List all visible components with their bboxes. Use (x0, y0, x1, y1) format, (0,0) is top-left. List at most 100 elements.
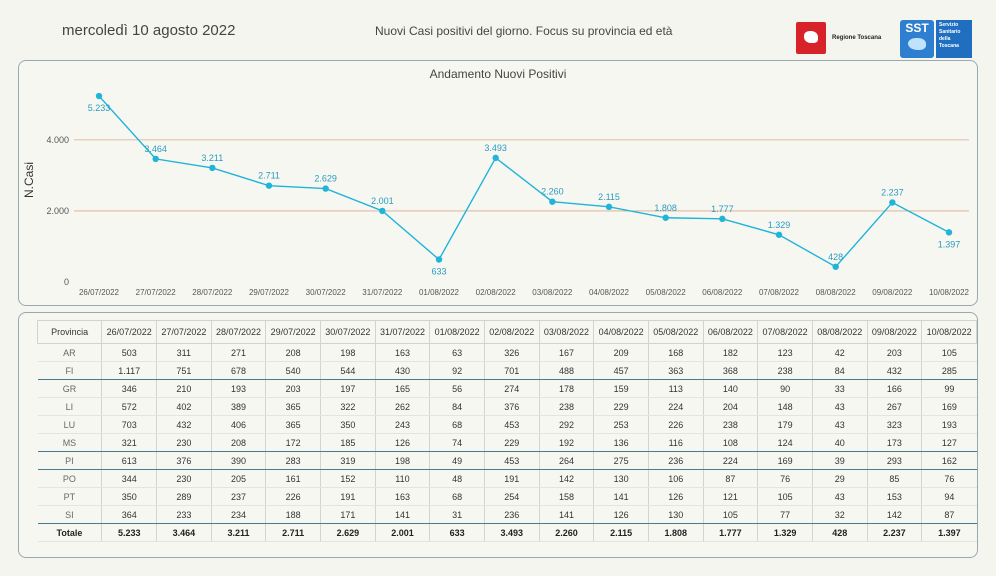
column-header-date[interactable]: 27/07/2022 (156, 320, 212, 344)
column-header-date[interactable]: 29/07/2022 (265, 320, 321, 344)
sst-line: Toscana (939, 43, 959, 49)
data-label: 1.808 (654, 203, 677, 213)
value-cell: 198 (374, 451, 430, 470)
data-point[interactable] (775, 231, 783, 238)
provincia-cell: GR (37, 379, 102, 398)
column-header-date[interactable]: 31/07/2022 (374, 320, 431, 344)
value-cell: 56 (429, 379, 485, 398)
value-cell: 113 (647, 379, 704, 398)
value-cell: 77 (757, 505, 813, 524)
column-header-date[interactable]: 04/08/2022 (593, 320, 649, 344)
value-cell: 198 (320, 343, 376, 362)
value-cell: 84 (429, 397, 485, 416)
column-header-date[interactable]: 28/07/2022 (210, 320, 267, 344)
regione-toscana-logo[interactable]: Regione Toscana (796, 22, 882, 56)
sst-logo[interactable]: SST Servizio Sanitario della Toscana (900, 20, 974, 58)
value-cell: 275 (593, 451, 649, 470)
sst-full-name: Servizio Sanitario della Toscana (936, 20, 972, 58)
column-header-date[interactable]: 03/08/2022 (538, 320, 595, 344)
value-cell: 432 (156, 415, 212, 434)
data-label: 3.493 (484, 143, 507, 153)
table-row: SI 364 233 234 188 171 141 31 236 141 126 130 105 77 3… (37, 505, 977, 524)
value-cell: 208 (210, 433, 266, 452)
column-header-date[interactable]: 10/08/2022 (921, 320, 977, 344)
value-cell: 158 (538, 487, 594, 506)
total-cell: 5.233 (101, 523, 157, 542)
value-cell: 285 (921, 361, 977, 380)
column-header-date[interactable]: 08/08/2022 (811, 320, 868, 344)
data-point[interactable] (265, 182, 273, 189)
value-cell: 141 (538, 505, 594, 524)
value-cell: 169 (921, 397, 977, 416)
data-point[interactable] (95, 92, 103, 100)
value-cell: 323 (866, 415, 922, 434)
value-cell: 192 (538, 433, 594, 452)
value-cell: 105 (757, 487, 813, 506)
column-header-date[interactable]: 05/08/2022 (647, 320, 704, 344)
column-header-date[interactable]: 26/07/2022 (101, 320, 158, 344)
line-chart[interactable]: 0 2.000 4.000 5.233 26/07/2022 3.464 27/07/202… (19, 61, 977, 305)
value-cell: 31 (429, 505, 485, 524)
value-cell: 208 (265, 343, 321, 362)
value-cell: 193 (921, 415, 977, 434)
column-header-date[interactable]: 02/08/2022 (483, 320, 540, 344)
data-point[interactable] (435, 256, 443, 263)
total-cell: 2.629 (320, 523, 376, 542)
data-label: 633 (431, 267, 446, 277)
value-cell: 121 (702, 487, 758, 506)
data-point[interactable] (209, 164, 216, 172)
value-cell: 141 (374, 505, 430, 524)
value-cell: 203 (265, 379, 321, 398)
x-tick-label: 01/08/2022 (419, 288, 460, 297)
value-cell: 42 (811, 343, 868, 362)
value-cell: 191 (320, 487, 376, 506)
column-header-provincia[interactable]: Provincia (36, 320, 103, 344)
value-cell: 229 (593, 397, 649, 416)
report-date: mercoledì 10 agosto 2022 (62, 22, 236, 39)
column-header-date[interactable]: 01/08/2022 (429, 320, 485, 344)
value-cell: 430 (374, 361, 430, 380)
data-point[interactable] (379, 207, 386, 215)
x-tick-label: 07/08/2022 (759, 288, 800, 297)
data-point[interactable] (152, 155, 159, 163)
x-tick-label: 10/08/2022 (929, 288, 970, 297)
value-cell: 43 (811, 487, 868, 506)
value-cell: 453 (483, 451, 540, 470)
value-cell: 163 (374, 487, 430, 506)
data-label: 1.329 (768, 220, 791, 230)
value-cell: 110 (374, 469, 430, 488)
column-header-date[interactable]: 07/08/2022 (757, 320, 813, 344)
data-point[interactable] (945, 229, 953, 236)
value-cell: 105 (921, 343, 977, 362)
total-cell: 633 (429, 523, 485, 542)
value-cell: 167 (538, 343, 594, 362)
data-point[interactable] (832, 263, 839, 270)
data-point[interactable] (492, 154, 499, 162)
data-point[interactable] (662, 214, 669, 221)
value-cell: 326 (483, 343, 540, 362)
cases-table: Provincia 26/07/2022 27/07/2022 28/07/2022… (36, 320, 977, 542)
column-header-date[interactable]: 30/07/2022 (320, 320, 376, 344)
data-point[interactable] (322, 185, 329, 192)
data-point[interactable] (549, 198, 556, 205)
value-cell: 92 (429, 361, 485, 380)
data-label: 2.001 (371, 196, 394, 206)
column-header-date[interactable]: 09/08/2022 (866, 320, 923, 344)
column-header-date[interactable]: 06/08/2022 (702, 320, 759, 344)
value-cell: 751 (156, 361, 212, 380)
header: mercoledì 10 agosto 2022 Nuovi Casi posi… (0, 0, 996, 58)
value-cell: 148 (757, 397, 813, 416)
value-cell: 363 (647, 361, 704, 380)
data-point[interactable] (889, 199, 896, 206)
value-cell: 1.117 (101, 361, 157, 380)
value-cell: 376 (483, 397, 540, 416)
total-cell: 3.211 (210, 523, 266, 542)
provincia-cell: MS (37, 433, 102, 452)
data-point[interactable] (719, 215, 726, 223)
value-cell: 406 (210, 415, 266, 434)
value-cell: 457 (593, 361, 649, 380)
value-cell: 402 (156, 397, 212, 416)
value-cell: 271 (210, 343, 266, 362)
value-cell: 105 (702, 505, 758, 524)
data-point[interactable] (605, 203, 613, 211)
